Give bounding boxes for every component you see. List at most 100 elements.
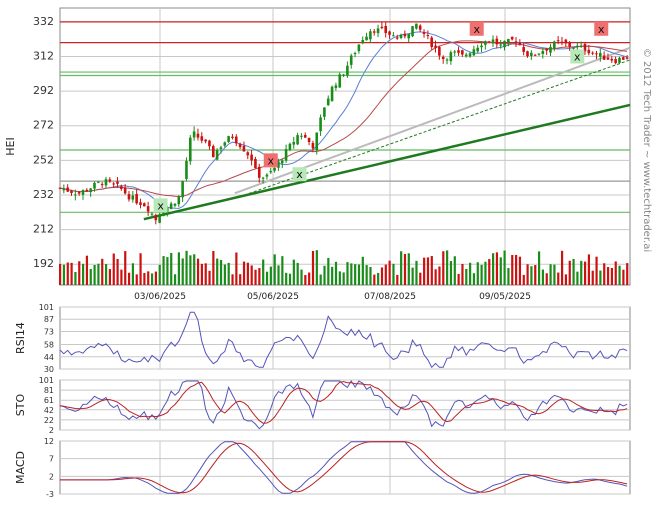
- sto-tick-label: 22: [44, 416, 54, 425]
- candle-body: [123, 187, 127, 194]
- volume-bar: [530, 266, 533, 285]
- candle-body: [77, 192, 81, 194]
- volume-bar: [541, 269, 545, 285]
- candle-body: [587, 49, 591, 54]
- candle-body: [553, 41, 556, 49]
- price-tick-label: 292: [33, 84, 54, 97]
- candle-body: [296, 135, 299, 145]
- volume-bar: [273, 254, 276, 285]
- volume-bar: [564, 274, 568, 285]
- candle-body: [487, 41, 491, 43]
- candle-body: [265, 174, 269, 177]
- rsi-tick-label: 44: [44, 353, 54, 362]
- volume-bar: [97, 263, 100, 285]
- candle-body: [461, 50, 464, 55]
- volume-bar: [354, 264, 357, 285]
- macd-tick-label: 7: [49, 455, 54, 464]
- volume-bar: [614, 261, 617, 285]
- volume-bar: [476, 262, 479, 285]
- volume-bar: [104, 264, 108, 285]
- candle-body: [185, 160, 188, 180]
- volume-bar: [89, 269, 92, 285]
- candle-body: [453, 51, 456, 53]
- volume-bar: [507, 268, 510, 285]
- volume-bar: [239, 274, 242, 285]
- volume-bar: [434, 269, 437, 285]
- candle-body: [269, 171, 273, 173]
- candle-body: [583, 43, 587, 52]
- candle-body: [204, 139, 207, 142]
- volume-bar: [173, 274, 177, 285]
- candle-body: [139, 202, 142, 205]
- price-panel: 192 212 232 252 272 292 312 332 HEI 03/06/2025 05/…: [4, 7, 631, 302]
- candle-body: [307, 137, 311, 142]
- candle-body: [257, 166, 261, 178]
- volume-bar: [423, 257, 426, 285]
- volume-bar: [93, 264, 96, 285]
- x-tick-label: 09/05/2025: [479, 292, 531, 302]
- candle-body: [365, 36, 368, 41]
- volume-bar: [219, 260, 223, 285]
- macd-signal-line: [60, 441, 628, 494]
- volume-bar: [449, 261, 453, 285]
- candle-body: [288, 143, 292, 150]
- candle-body: [395, 37, 399, 39]
- volume-bar: [545, 273, 548, 285]
- candle-body: [192, 131, 196, 138]
- x-tick-label: 07/08/2025: [364, 292, 416, 302]
- rsi-tick-label: 87: [44, 315, 54, 324]
- volume-bar: [311, 250, 315, 285]
- volume-bar: [518, 256, 522, 285]
- volume-bar: [503, 250, 506, 285]
- buy-signal-marker: [292, 167, 307, 182]
- price-tick-label: 332: [33, 15, 54, 28]
- volume-bar: [603, 263, 606, 285]
- candle-body: [514, 41, 518, 43]
- candle-body: [579, 45, 583, 47]
- candle-body: [388, 31, 391, 35]
- sto-frame: [59, 379, 631, 431]
- buy-signal-label: x: [296, 168, 303, 181]
- volume-bar: [560, 250, 564, 285]
- volume-bar: [62, 264, 66, 285]
- candle-body: [621, 57, 625, 60]
- candle-body: [610, 58, 614, 61]
- volume-bar: [606, 267, 610, 285]
- volume-bar: [135, 274, 138, 285]
- volume-bar: [553, 264, 556, 285]
- sto-tick-label: 61: [44, 396, 54, 405]
- volume-bar: [319, 274, 322, 285]
- volume-bar: [472, 273, 476, 285]
- candle-body: [246, 152, 250, 156]
- candle-body: [380, 26, 384, 29]
- rsi-tick-label: 73: [44, 327, 54, 336]
- candle-body: [143, 203, 146, 207]
- candle-body: [231, 136, 234, 138]
- volume-bar: [572, 258, 575, 285]
- candle-body: [261, 177, 265, 179]
- price-axis-label: HEI: [4, 137, 17, 155]
- candle-body: [545, 48, 548, 51]
- candle-body: [303, 134, 307, 138]
- volume-bar: [292, 259, 295, 285]
- volume-bar: [392, 263, 395, 285]
- candle-body: [438, 47, 441, 56]
- candle-body: [372, 31, 376, 33]
- volume-bar: [400, 251, 403, 285]
- candle-body: [62, 189, 66, 191]
- candle-body: [131, 195, 135, 200]
- volume-bar: [361, 256, 364, 285]
- volume-bar: [250, 265, 253, 285]
- candle-body: [146, 206, 150, 212]
- volume-bar: [461, 263, 464, 285]
- candle-body: [292, 141, 296, 145]
- macd-tick-label: 12: [44, 437, 54, 446]
- volume-bar: [453, 256, 456, 285]
- volume-bar: [380, 267, 384, 285]
- candle-body: [196, 133, 200, 138]
- candle-body: [116, 181, 119, 184]
- trendline: [143, 103, 631, 221]
- candle-body: [89, 188, 92, 192]
- volume-bar: [442, 251, 445, 285]
- volume-bar: [331, 266, 334, 285]
